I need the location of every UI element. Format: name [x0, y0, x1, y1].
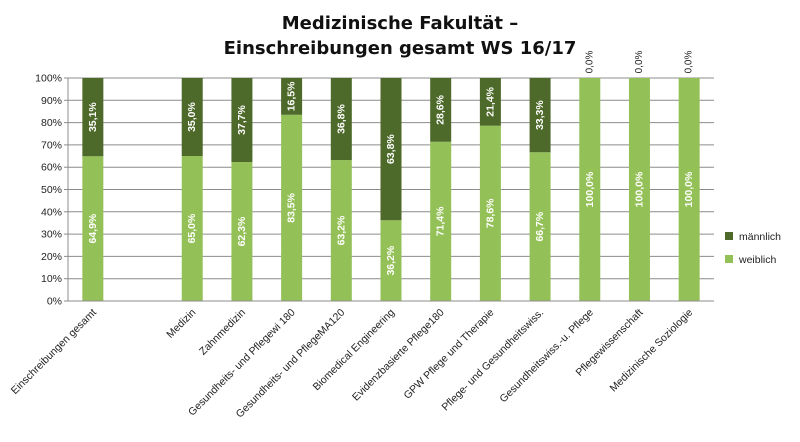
x-tick-label: Medizinische Soziologie	[608, 307, 696, 395]
bars: 64,9% 35,1% 65,0% 35,0% 62,3% 37,7% 83,5% 16,5%…	[82, 50, 700, 301]
x-tick-label: Gesundheits- und Pflegewi 180	[186, 307, 298, 419]
legend-label: männlich	[739, 231, 781, 243]
y-tick-label: 50%	[41, 184, 62, 196]
data-label-maennlich: 33,3%	[534, 100, 546, 130]
bar-segment-maennlich	[82, 78, 104, 157]
y-tick-label: 70%	[41, 139, 62, 151]
data-label-maennlich: 16,5%	[286, 81, 298, 111]
data-label-weiblich: 100,0%	[633, 171, 645, 207]
data-label-maennlich: 35,1%	[87, 102, 99, 132]
data-label-weiblich: 65,0%	[186, 213, 198, 243]
data-label-weiblich: 83,5%	[286, 192, 298, 222]
bar-segment-weiblich	[330, 160, 352, 301]
legend-label: weiblich	[738, 254, 777, 266]
y-tick-label: 20%	[41, 251, 62, 263]
x-tick-label: Biomedical Engineering	[311, 307, 398, 394]
bar-segment-maennlich	[330, 78, 352, 161]
data-label-maennlich: 28,6%	[435, 94, 447, 124]
bar-segment-weiblich	[479, 125, 501, 301]
x-tick-label: Zahnmedizin	[197, 307, 248, 358]
bar-segment-maennlich	[380, 78, 402, 221]
bar-segment-weiblich	[281, 114, 303, 301]
data-label-maennlich: 21,4%	[484, 86, 496, 116]
y-tick-label: 80%	[41, 117, 62, 129]
data-label-maennlich: 37,7%	[236, 104, 248, 134]
bar-segment-weiblich	[579, 78, 601, 301]
x-tick-label: GPW Pflege und Therapie	[401, 307, 496, 402]
bar-segment-weiblich	[529, 152, 551, 301]
bar-segment-weiblich	[678, 78, 700, 301]
x-tick-label: Pflege- und Gesundheitswiss.	[439, 307, 546, 414]
legend-swatch	[725, 232, 733, 240]
bar-segment-weiblich	[430, 141, 452, 301]
x-axis-tick-labels: Einschreibungen gesamt MedizinZahnmedizin…	[9, 307, 696, 421]
data-label-maennlich: 0,0%	[634, 50, 645, 73]
data-label-weiblich: 71,4%	[435, 206, 447, 236]
y-tick-label: 30%	[41, 229, 62, 241]
chart-title-line-1: Medizinische Fakultät –	[281, 13, 519, 34]
data-label-weiblich: 78,6%	[484, 198, 496, 228]
bar-segment-weiblich	[82, 156, 104, 301]
y-axis-tick-labels: 0% 10% 20% 30% 40% 50% 60% 70% 80% 90% 100%	[35, 73, 62, 308]
y-tick-label: 90%	[41, 95, 62, 107]
chart-title: Medizinische Fakultät – Einschreibungen …	[100, 11, 700, 61]
data-label-maennlich: 0,0%	[684, 50, 695, 73]
data-label-weiblich: 66,7%	[534, 211, 546, 241]
x-tick-label: Gesundheitswiss.-u. Pflege	[497, 307, 596, 406]
data-label-maennlich: 35,0%	[186, 101, 198, 131]
bar-segment-maennlich	[479, 78, 501, 126]
bar-segment-weiblich	[628, 78, 650, 301]
y-tick-label: 10%	[41, 273, 62, 285]
y-tick-label: 60%	[41, 162, 62, 174]
bar-segment-maennlich	[529, 78, 551, 153]
x-tick-label: Evidenzbasierte Pflege180	[350, 307, 447, 404]
data-label-weiblich: 36,2%	[385, 245, 397, 275]
legend-swatch	[725, 255, 733, 263]
data-label-maennlich: 63,8%	[385, 134, 397, 164]
y-tick-label: 40%	[41, 206, 62, 218]
bar-segment-weiblich	[231, 162, 253, 301]
bar-segment-weiblich	[380, 220, 402, 301]
axes	[64, 77, 714, 302]
data-label-weiblich: 100,0%	[683, 171, 695, 207]
y-tick-label: 100%	[35, 73, 62, 85]
bar-segment-maennlich	[231, 78, 253, 163]
data-label-weiblich: 100,0%	[584, 171, 596, 207]
bar-segment-weiblich	[181, 156, 203, 301]
legend: männlich weiblich	[725, 231, 781, 266]
x-tick-label: Medizin	[164, 307, 198, 341]
data-label-weiblich: 63,2%	[335, 215, 347, 245]
y-tick-label: 0%	[47, 296, 62, 308]
x-tick-label: Einschreibungen gesamt	[9, 307, 99, 397]
chart-title-line-2: Einschreibungen gesamt WS 16/17	[223, 38, 577, 59]
bar-segment-maennlich	[181, 78, 203, 157]
data-label-maennlich: 0,0%	[584, 50, 595, 73]
bar-segment-maennlich	[281, 78, 303, 115]
bar-segment-maennlich	[430, 78, 452, 142]
data-label-weiblich: 64,9%	[87, 213, 99, 243]
data-label-weiblich: 62,3%	[236, 216, 248, 246]
data-label-maennlich: 36,8%	[335, 103, 347, 133]
